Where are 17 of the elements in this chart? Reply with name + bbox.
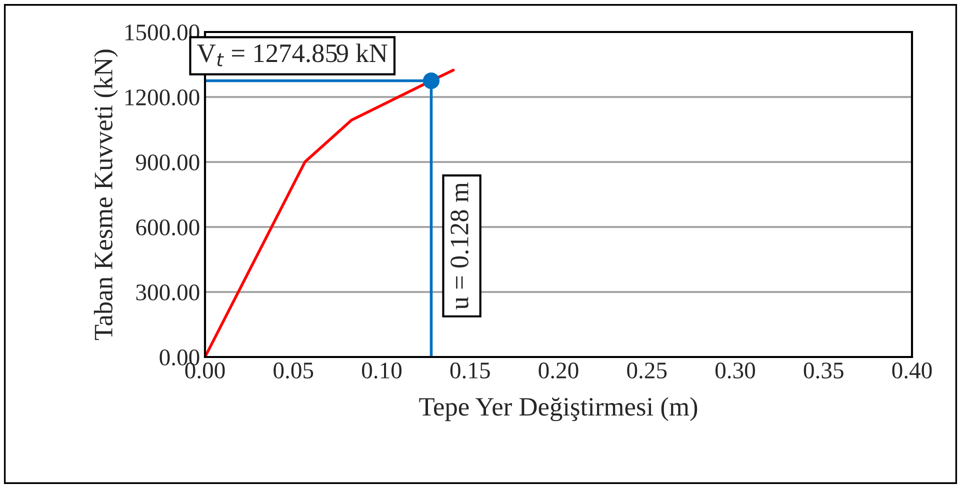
x-tick-label: 0.05 <box>274 362 314 379</box>
x-tick-label: 0.30 <box>715 362 756 379</box>
y-tick-label: 300.00 <box>136 284 200 301</box>
x-tick-label: 0.25 <box>627 362 667 379</box>
y-axis-title: Taban Kesme Kuvveti (kN) <box>94 50 118 340</box>
y-tick-label: 1200.00 <box>125 89 200 106</box>
x-tick-label: 0.20 <box>538 362 578 379</box>
x-tick-label: 0.10 <box>362 362 402 379</box>
x-axis-title: Tepe Yer Değiştirmesi (m) <box>419 397 698 422</box>
annotation: u = 0.128 m <box>450 182 469 310</box>
annotation: V$_{t}$ = 1274.859 kN <box>197 44 388 66</box>
x-tick-label: 0.15 <box>450 362 490 379</box>
y-tick-label: 1500.00 <box>125 24 200 41</box>
x-tick-label: 0.40 <box>892 362 932 379</box>
y-tick-label: 600.00 <box>136 219 200 236</box>
x-tick-label: 0.35 <box>804 362 844 379</box>
y-tick-label: 900.00 <box>136 154 200 171</box>
